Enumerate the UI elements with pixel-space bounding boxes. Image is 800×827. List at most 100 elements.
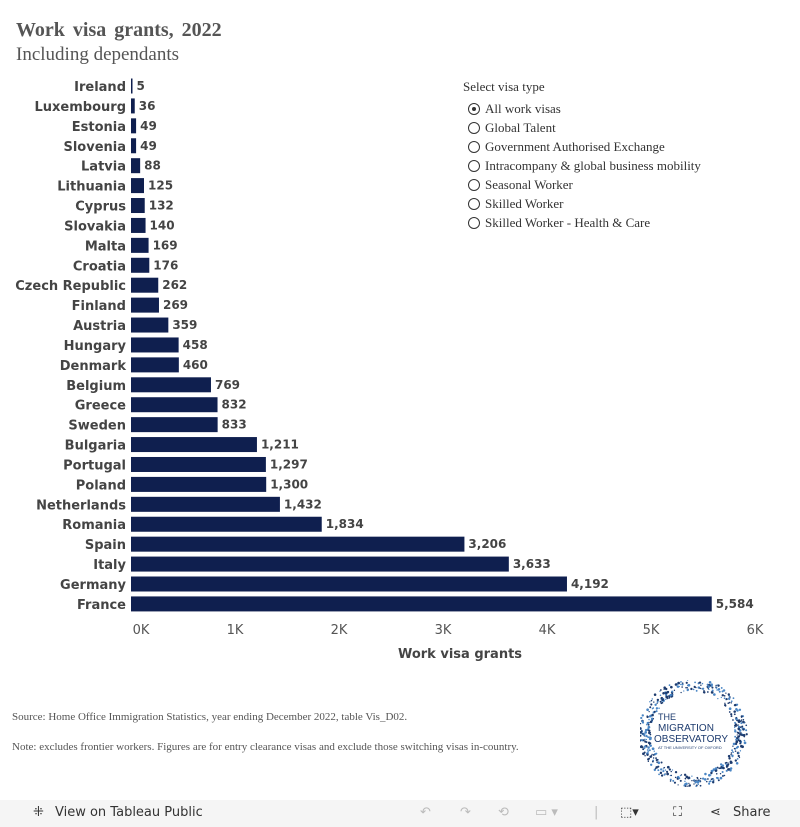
logo-dot: [679, 775, 682, 777]
radio-button[interactable]: [468, 159, 480, 172]
view-on-tableau-link[interactable]: View on Tableau Public: [55, 805, 203, 820]
bar[interactable]: [131, 217, 146, 233]
bar[interactable]: [131, 138, 137, 154]
logo-dot: [656, 700, 659, 703]
bar[interactable]: [131, 516, 322, 532]
logo-dot: [733, 713, 736, 716]
share-icon[interactable]: ⋖: [710, 805, 721, 820]
logo-dot: [706, 683, 709, 685]
data-label: 1,297: [270, 457, 308, 471]
logo-dot: [644, 738, 646, 740]
bar[interactable]: [131, 317, 169, 333]
logo-dot: [685, 681, 688, 684]
filter-option[interactable]: Skilled Worker - Health & Care: [463, 213, 701, 232]
bar[interactable]: [131, 257, 150, 273]
category-label: Luxembourg: [35, 100, 127, 115]
bar[interactable]: [131, 178, 144, 194]
data-label: 88: [144, 159, 161, 173]
logo-dot: [684, 780, 686, 783]
category-label: Netherlands: [36, 498, 126, 513]
bar[interactable]: [131, 397, 218, 413]
bar[interactable]: [131, 198, 145, 214]
bar[interactable]: [131, 576, 567, 592]
logo-dot: [717, 688, 720, 691]
fullscreen-icon[interactable]: ⛶: [673, 805, 683, 820]
bar[interactable]: [131, 456, 266, 472]
filter-option[interactable]: Seasonal Worker: [463, 175, 701, 194]
bar[interactable]: [131, 277, 159, 293]
bar[interactable]: [131, 337, 179, 353]
logo-dot: [658, 773, 660, 776]
radio-button[interactable]: [468, 102, 480, 115]
category-label: Spain: [85, 538, 126, 553]
logo-dot: [715, 773, 718, 775]
logo-dot: [713, 779, 715, 781]
bar[interactable]: [131, 377, 211, 393]
logo-dot: [643, 745, 647, 748]
radio-button[interactable]: [468, 197, 480, 210]
logo-dot: [673, 781, 677, 784]
filter-option[interactable]: Intracompany & global business mobility: [463, 156, 701, 175]
logo-dot: [659, 771, 663, 775]
data-label: 132: [149, 199, 174, 213]
bar[interactable]: [131, 496, 280, 512]
logo-dot: [743, 722, 745, 724]
share-button[interactable]: Share: [733, 805, 771, 820]
logo-dot: [710, 770, 712, 772]
logo-dot: [666, 770, 669, 773]
data-label: 4,192: [571, 577, 609, 591]
logo-dot: [720, 766, 722, 768]
radio-button[interactable]: [468, 216, 480, 229]
bar[interactable]: [131, 596, 712, 612]
logo-dot: [640, 727, 642, 730]
data-label: 36: [139, 99, 156, 113]
bar-chart: Ireland 5 Luxembourg 36 Estonia 49 Slovenia 49 L…: [15, 78, 764, 662]
bar[interactable]: [131, 118, 137, 134]
bar[interactable]: [131, 78, 133, 94]
logo-dot: [643, 747, 646, 750]
logo-dot: [695, 689, 698, 692]
filter-title: Select visa type: [463, 79, 545, 94]
bar[interactable]: [131, 98, 135, 114]
logo-dot: [683, 773, 687, 777]
filter-option[interactable]: Government Authorised Exchange: [463, 137, 701, 156]
logo-dot: [716, 684, 718, 686]
filter-option[interactable]: All work visas: [463, 99, 701, 118]
bar[interactable]: [131, 158, 141, 174]
logo-dot: [730, 702, 733, 704]
logo-dot: [719, 767, 722, 770]
bar[interactable]: [131, 237, 149, 253]
bar[interactable]: [131, 417, 218, 433]
logo-dot: [719, 776, 723, 780]
migration-observatory-logo: THE MIGRATION OBSERVATORY AT THE UNIVERS…: [640, 680, 748, 788]
revert-icon[interactable]: ⟲: [498, 805, 509, 820]
logo-dot: [701, 682, 704, 685]
radio-button[interactable]: [468, 121, 480, 134]
radio-button[interactable]: [468, 178, 480, 191]
bar[interactable]: [131, 476, 267, 492]
radio-button[interactable]: [468, 140, 480, 153]
undo-icon[interactable]: ↶: [420, 805, 431, 820]
tableau-icon[interactable]: ⁜: [33, 805, 44, 820]
bar[interactable]: [131, 556, 509, 572]
logo-dot: [651, 747, 655, 751]
bar[interactable]: [131, 297, 159, 313]
logo-dot: [688, 782, 690, 785]
logo-dot: [728, 757, 731, 760]
bar[interactable]: [131, 357, 179, 373]
download-icon[interactable]: ⬚▾: [620, 805, 639, 820]
logo-dot: [737, 752, 740, 754]
logo-dot: [641, 738, 643, 741]
bar[interactable]: [131, 437, 257, 453]
refresh-icon[interactable]: ▭ ▾: [535, 805, 558, 820]
filter-option[interactable]: Global Talent: [463, 118, 701, 137]
bar[interactable]: [131, 536, 465, 552]
visa-type-filter: Select visa type All work visas Global Ta…: [463, 79, 701, 232]
logo-dot: [688, 784, 692, 787]
redo-icon[interactable]: ↷: [460, 805, 471, 820]
logo-dot: [668, 697, 670, 699]
logo-dot: [745, 724, 748, 727]
logo-dot: [743, 741, 747, 745]
filter-option[interactable]: Skilled Worker: [463, 194, 701, 213]
logo-dot: [683, 690, 685, 692]
